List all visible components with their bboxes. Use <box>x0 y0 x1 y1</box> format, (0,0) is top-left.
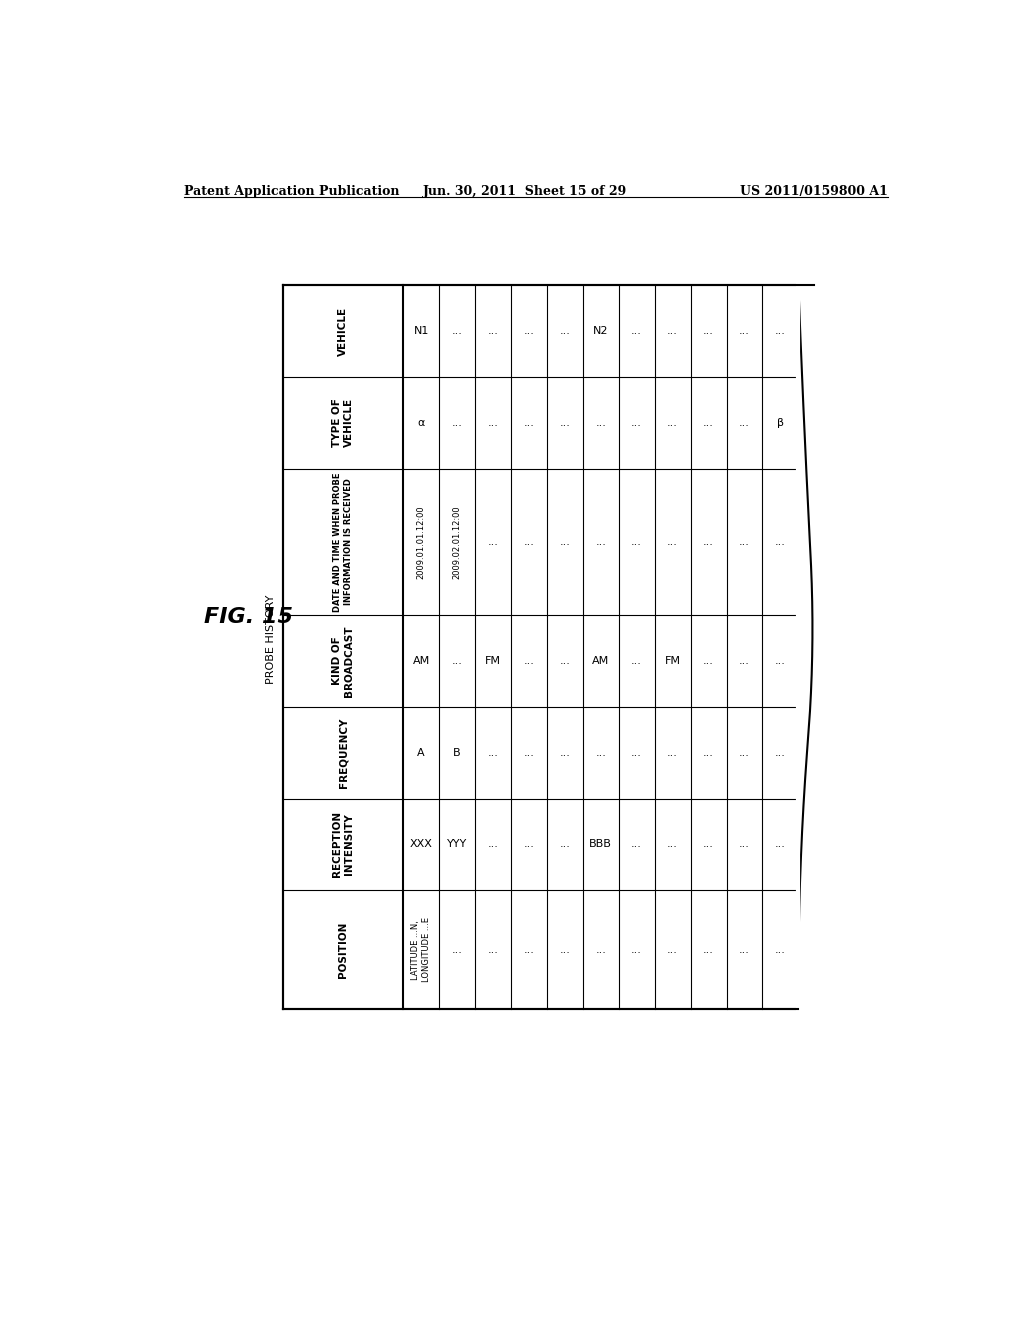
Text: ...: ... <box>775 747 785 758</box>
Text: ...: ... <box>703 537 714 546</box>
Text: ...: ... <box>739 747 750 758</box>
Text: ...: ... <box>631 537 642 546</box>
Text: ...: ... <box>452 326 463 337</box>
Text: ...: ... <box>559 945 570 954</box>
Text: 2009.01.01.12:00: 2009.01.01.12:00 <box>417 506 426 578</box>
Text: β: β <box>777 418 784 428</box>
Text: ...: ... <box>523 537 535 546</box>
Text: Patent Application Publication: Patent Application Publication <box>183 185 399 198</box>
Text: RECEPTION
INTENSITY: RECEPTION INTENSITY <box>332 812 354 878</box>
Text: FIG. 15: FIG. 15 <box>204 607 293 627</box>
Text: YYY: YYY <box>446 840 467 849</box>
Text: ...: ... <box>775 656 785 667</box>
Text: BBB: BBB <box>590 840 612 849</box>
Text: ...: ... <box>595 945 606 954</box>
Text: ...: ... <box>703 747 714 758</box>
Text: ...: ... <box>739 537 750 546</box>
Text: ...: ... <box>739 656 750 667</box>
Text: LATITUDE ...N,
LONGITUDE ...E: LATITUDE ...N, LONGITUDE ...E <box>412 917 431 982</box>
Text: ...: ... <box>487 747 499 758</box>
Text: ...: ... <box>775 945 785 954</box>
Text: ...: ... <box>703 656 714 667</box>
Text: ...: ... <box>631 656 642 667</box>
Text: ...: ... <box>631 326 642 337</box>
Text: US 2011/0159800 A1: US 2011/0159800 A1 <box>739 185 888 198</box>
Text: ...: ... <box>523 418 535 428</box>
Text: ...: ... <box>703 840 714 849</box>
Text: ...: ... <box>775 537 785 546</box>
Text: ...: ... <box>487 537 499 546</box>
Text: ...: ... <box>559 326 570 337</box>
Text: FM: FM <box>485 656 501 667</box>
Text: ...: ... <box>703 945 714 954</box>
Bar <box>283 285 799 1010</box>
Text: FREQUENCY: FREQUENCY <box>338 718 348 788</box>
Text: ...: ... <box>595 747 606 758</box>
Text: DATE AND TIME WHEN PROBE
INFORMATION IS RECEIVED: DATE AND TIME WHEN PROBE INFORMATION IS … <box>334 473 352 611</box>
Text: ...: ... <box>559 747 570 758</box>
Text: N2: N2 <box>593 326 608 337</box>
Text: B: B <box>454 747 461 758</box>
Text: ...: ... <box>739 945 750 954</box>
Text: Jun. 30, 2011  Sheet 15 of 29: Jun. 30, 2011 Sheet 15 of 29 <box>423 185 627 198</box>
Text: ...: ... <box>668 537 678 546</box>
Text: ...: ... <box>487 418 499 428</box>
Text: ...: ... <box>559 418 570 428</box>
Text: TYPE OF
VEHICLE: TYPE OF VEHICLE <box>332 399 354 447</box>
Text: ...: ... <box>703 418 714 428</box>
Text: ...: ... <box>487 326 499 337</box>
Text: PROBE HISTORY: PROBE HISTORY <box>266 595 276 684</box>
Text: ...: ... <box>523 747 535 758</box>
Text: ...: ... <box>739 840 750 849</box>
Text: α: α <box>418 418 425 428</box>
Text: ...: ... <box>452 418 463 428</box>
Text: ...: ... <box>559 537 570 546</box>
Text: ...: ... <box>487 840 499 849</box>
Text: ...: ... <box>523 656 535 667</box>
Text: ...: ... <box>523 326 535 337</box>
Text: ...: ... <box>775 840 785 849</box>
Text: ...: ... <box>739 418 750 428</box>
Text: ...: ... <box>668 945 678 954</box>
Text: ...: ... <box>668 326 678 337</box>
Text: POSITION: POSITION <box>338 921 348 978</box>
Text: ...: ... <box>668 840 678 849</box>
Text: N1: N1 <box>414 326 429 337</box>
Text: XXX: XXX <box>410 840 432 849</box>
Text: ...: ... <box>703 326 714 337</box>
Text: ...: ... <box>631 418 642 428</box>
Text: ...: ... <box>523 945 535 954</box>
Text: ...: ... <box>559 840 570 849</box>
Text: ...: ... <box>775 326 785 337</box>
Text: FM: FM <box>665 656 681 667</box>
Text: ...: ... <box>487 945 499 954</box>
Text: AM: AM <box>413 656 430 667</box>
Text: ...: ... <box>452 656 463 667</box>
Text: ...: ... <box>668 418 678 428</box>
Text: KIND OF
BROADCAST: KIND OF BROADCAST <box>332 626 354 697</box>
Text: ...: ... <box>523 840 535 849</box>
Text: ...: ... <box>668 747 678 758</box>
Text: ...: ... <box>631 747 642 758</box>
Text: A: A <box>417 747 425 758</box>
Text: 2009.02.01.12:00: 2009.02.01.12:00 <box>453 506 462 578</box>
Text: VEHICLE: VEHICLE <box>338 306 348 356</box>
Text: ...: ... <box>739 326 750 337</box>
Text: ...: ... <box>452 945 463 954</box>
Text: ...: ... <box>595 537 606 546</box>
Text: AM: AM <box>592 656 609 667</box>
Text: ...: ... <box>631 840 642 849</box>
Text: ...: ... <box>595 418 606 428</box>
Text: ...: ... <box>559 656 570 667</box>
Text: ...: ... <box>631 945 642 954</box>
